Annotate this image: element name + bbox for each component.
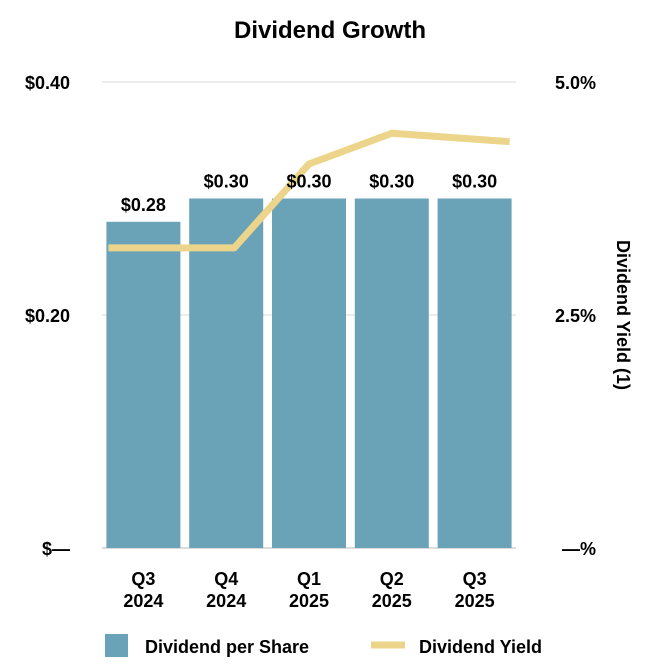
legend-label-dividend-per-share: Dividend per Share [145,637,309,657]
line-series [108,129,510,252]
bar [272,198,346,548]
right-axis-tick-label: 5.0% [555,73,596,93]
x-axis-category-label: Q2 2025 [372,569,412,611]
bar [437,198,512,548]
bar [354,198,429,548]
bar-data-label: $0.30 [204,172,249,192]
bar-data-label: $0.30 [286,172,331,192]
bar-series [106,198,512,549]
right-axis-tick-label: —% [562,539,596,559]
x-axis-category-label: Q3 2024 [123,569,163,611]
left-axis-tick-label: $0.20 [25,306,70,326]
bar-data-label: $0.28 [121,195,166,215]
right-axis-tick-label: 2.5% [555,306,596,326]
bar [189,198,264,548]
legend: Dividend per Share Dividend Yield [105,634,542,657]
bar-data-label: $0.30 [369,172,414,192]
data-labels: $0.28 $0.30 $0.30 $0.30 $0.30 [121,172,497,215]
x-axis-category-label: Q4 2024 [206,569,246,611]
bar-data-label: $0.30 [452,172,497,192]
left-axis-tick-label: $— [42,539,70,559]
left-axis-tick-label: $0.40 [25,73,70,93]
chart-title: Dividend Growth [234,17,426,44]
right-axis-title: Dividend Yield (1) [613,240,633,390]
bar [106,221,181,549]
legend-bar-swatch [105,634,128,657]
x-axis-category-label: Q1 2025 [289,569,329,611]
x-axis-category-label: Q3 2025 [455,569,495,611]
legend-label-dividend-yield: Dividend Yield [419,637,542,657]
axes: $— $0.20 $0.40 —% 2.5% 5.0% Dividend Yield (1)… [25,73,633,611]
